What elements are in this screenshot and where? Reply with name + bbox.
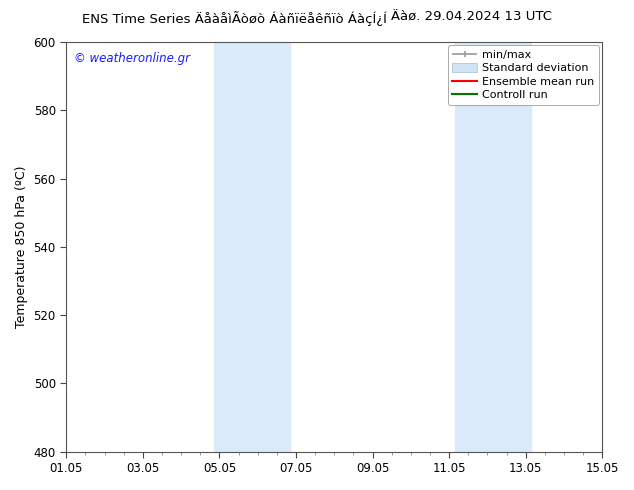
Text: Äàø. 29.04.2024 13 UTC: Äàø. 29.04.2024 13 UTC bbox=[391, 11, 552, 24]
Bar bbox=[455, 42, 531, 452]
Bar bbox=[214, 42, 290, 452]
Legend: min/max, Standard deviation, Ensemble mean run, Controll run: min/max, Standard deviation, Ensemble me… bbox=[448, 46, 599, 105]
Text: © weatheronline.gr: © weatheronline.gr bbox=[74, 52, 190, 65]
Y-axis label: Temperature 850 hPa (ºC): Temperature 850 hPa (ºC) bbox=[15, 166, 28, 328]
Text: ENS Time Series ÄåàåìÃòøò Áàñïëåêñïò ÁàçÍ¿Í: ENS Time Series ÄåàåìÃòøò Áàñïëåêñïò Áàç… bbox=[82, 11, 387, 26]
